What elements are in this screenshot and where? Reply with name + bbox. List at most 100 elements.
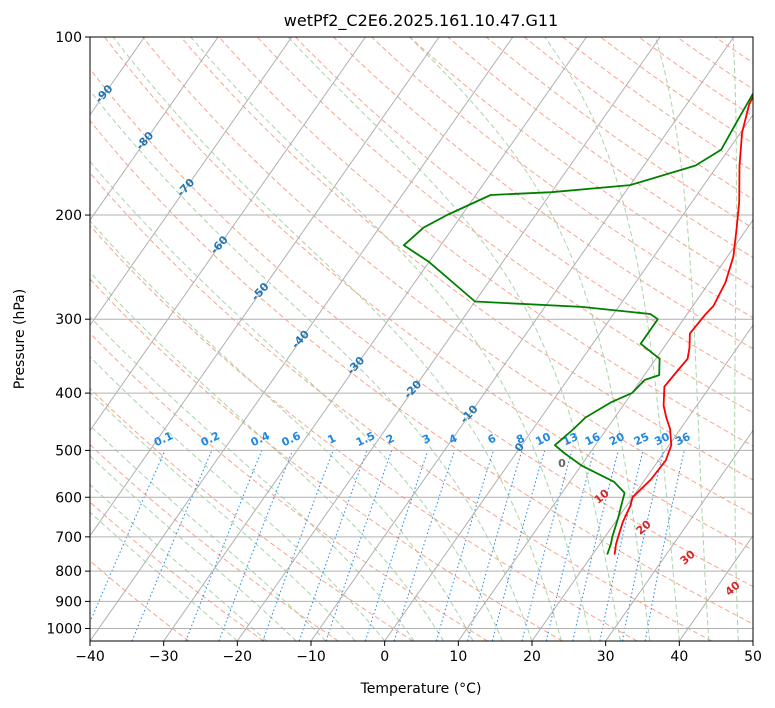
isotherm-line: [236, 37, 661, 641]
x-tick-label: 0: [380, 649, 389, 665]
dry-adiabat-label: 30: [678, 547, 698, 567]
isotherm-label: -20: [401, 378, 424, 402]
y-tick-label: 500: [55, 443, 82, 459]
plot-area: -100-90-80-70-60-50-40-30-20-1000.1 0.2 0.…: [90, 37, 753, 641]
mixing-ratio-label: 0.2: [199, 429, 222, 449]
moist-adiabat-line: [90, 483, 268, 641]
mixing-ratio-line: [467, 450, 523, 641]
dry-adiabat-line: [104, 37, 753, 551]
dry-adiabat-label: 20: [634, 517, 654, 537]
mixing-ratio-label: 6: [486, 432, 499, 447]
isotherm-line: [90, 37, 514, 641]
isotherm-line: [163, 37, 587, 641]
mixing-ratio-label: 10: [534, 430, 554, 448]
moist-adiabat-line: [544, 37, 680, 641]
isotherm-line: [531, 324, 753, 641]
isotherm-label: -70: [174, 176, 197, 200]
mixing-ratio-line: [572, 450, 619, 641]
moist-adiabat-line: [112, 37, 562, 641]
plot-frame: [89, 36, 754, 642]
moist-adiabat-line: [90, 160, 503, 641]
isotherm-line: [678, 534, 753, 641]
isotherm-line: [384, 113, 753, 641]
isotherm-line: [90, 37, 219, 221]
isotherm-line: [605, 429, 753, 641]
moist-adiabat-line: [190, 37, 592, 641]
y-axis-ticks: 1000 900 800 700 600 500 400 300 200 100: [46, 30, 90, 637]
mixing-ratio-lines: [90, 450, 685, 641]
isotherm-label: -90: [92, 82, 115, 106]
dry-adiabat-line: [333, 37, 753, 350]
moist-adiabat-line: [90, 424, 327, 641]
moist-adiabats: [90, 37, 739, 641]
mixing-ratio-line: [491, 450, 546, 641]
mixing-ratio-line: [435, 450, 494, 641]
dry-adiabat-line: [90, 278, 563, 641]
mixing-ratio-label: 1: [326, 432, 338, 447]
mixing-ratio-line: [364, 450, 429, 641]
dry-adiabat-line: [90, 560, 190, 641]
y-tick-label: 700: [55, 530, 82, 546]
dry-adiabat-line: [523, 37, 753, 201]
isotherm-label: -30: [344, 354, 367, 378]
mixing-ratio-line: [131, 450, 213, 641]
mixing-ratio-label: 2: [384, 432, 396, 447]
dry-adiabat-line: [371, 37, 753, 319]
mixing-ratio-label: 13: [561, 430, 580, 448]
y-tick-label: 200: [55, 208, 82, 224]
chart-title: wetPf2_C2E6.2025.161.10.47.G11: [284, 11, 558, 31]
moist-adiabat-label: 0: [558, 457, 566, 470]
mixing-ratio-line: [90, 450, 166, 624]
isotherm-label: -50: [249, 280, 272, 304]
moist-adiabat-line: [90, 89, 533, 641]
dry-adiabat-line: [90, 224, 638, 641]
x-tick-label: 50: [744, 649, 762, 665]
moist-adiabat-line: [90, 271, 445, 641]
isotherm-line: [457, 219, 753, 641]
y-tick-label: 600: [55, 490, 82, 506]
isotherm-label: -80: [133, 129, 156, 153]
dry-adiabat-line: [90, 332, 488, 641]
mixing-ratio-label: 3: [420, 432, 432, 447]
x-axis-label: Temperature (°C): [360, 681, 482, 697]
moist-adiabat-line: [732, 37, 739, 641]
dry-adiabat-line: [90, 119, 753, 625]
dry-adiabats: [90, 37, 753, 641]
mixing-ratio-line: [599, 450, 644, 641]
dry-adiabat-line: [90, 443, 339, 641]
y-tick-label: 400: [55, 386, 82, 402]
isotherm-line: [90, 37, 366, 432]
x-tick-label: −10: [296, 649, 326, 665]
mixing-ratio-label: 25: [632, 430, 651, 448]
x-tick-label: −40: [75, 649, 105, 665]
mixing-ratio-label: 0.4: [249, 429, 272, 449]
isotherm-line: [310, 37, 735, 641]
isotherm-line: [90, 37, 293, 327]
isotherm-label: -60: [208, 233, 231, 257]
isotherm-label: -40: [289, 328, 312, 352]
x-tick-label: −20: [223, 649, 253, 665]
x-axis-ticks: −40 −30 −20 −10 0 10 20 30 40 50: [75, 641, 762, 665]
mixing-ratio-line: [621, 450, 664, 641]
isotherm-line: [752, 640, 753, 641]
temperature-line: [613, 94, 753, 555]
moist-adiabat-line: [90, 220, 474, 641]
moist-adiabat-line: [90, 356, 386, 641]
moist-adiabat-line: [90, 391, 356, 641]
moist-adiabat-line: [90, 511, 238, 641]
dry-adiabat-line: [90, 387, 414, 641]
moist-adiabat-line: [287, 37, 621, 641]
x-tick-label: 40: [670, 649, 688, 665]
dry-adiabat-line: [409, 37, 753, 288]
moist-adiabat-line: [90, 455, 297, 641]
dewpoint-line: [402, 92, 753, 555]
dry-adiabat-line: [295, 37, 753, 382]
dry-adiabat-line: [485, 37, 753, 229]
x-tick-label: 30: [597, 649, 615, 665]
mixing-ratio-label: 20: [607, 430, 627, 448]
dry-adiabat-line: [90, 68, 753, 588]
dry-adiabat-line: [142, 37, 753, 516]
y-tick-label: 1000: [46, 621, 82, 637]
y-tick-label: 100: [55, 30, 82, 46]
